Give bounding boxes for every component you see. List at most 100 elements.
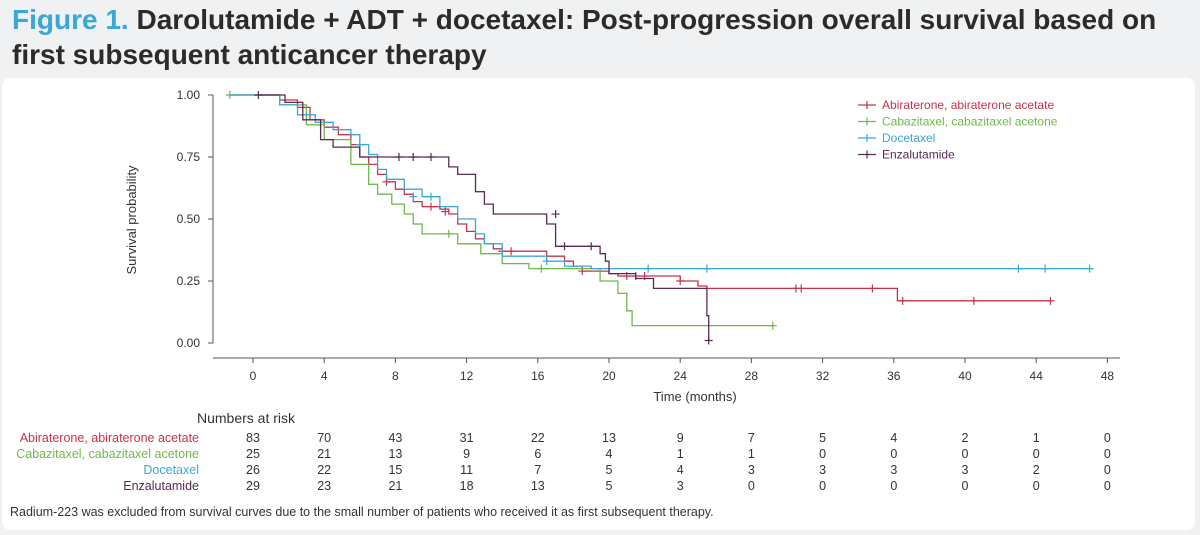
censor-mark <box>537 264 546 273</box>
risk-cell: 4 <box>676 463 684 477</box>
risk-cell: 2 <box>1032 463 1040 477</box>
censor-mark <box>1041 264 1050 273</box>
censor-mark <box>394 153 403 161</box>
x-tick-label: 48 <box>1101 369 1115 383</box>
risk-cell: 18 <box>459 479 474 493</box>
risk-cell: 1 <box>747 447 755 461</box>
risk-cell: 70 <box>317 431 332 445</box>
x-tick-label: 28 <box>745 369 759 383</box>
risk-cell: 5 <box>605 479 613 493</box>
censor-mark <box>1085 264 1094 273</box>
censor-mark <box>560 242 569 251</box>
x-tick-label: 24 <box>674 369 688 383</box>
censor-mark <box>1014 264 1023 273</box>
censor-mark <box>427 192 435 201</box>
series-line-3 <box>258 94 710 341</box>
censor-mark <box>254 91 263 99</box>
risk-cell: 4 <box>890 431 898 445</box>
risk-cell: 4 <box>605 447 613 461</box>
risk-cell: 5 <box>605 463 613 477</box>
censor-mark <box>898 296 907 305</box>
footnote: Radium-223 was excluded from survival cu… <box>10 505 714 519</box>
risk-row-label: Docetaxel <box>143 463 199 477</box>
censor-mark <box>768 321 777 330</box>
figure-card <box>2 78 1195 530</box>
risk-row-label: Enzalutamide <box>123 479 199 493</box>
censor-mark <box>702 264 711 273</box>
risk-cell: 0 <box>961 479 969 493</box>
x-tick-label: 32 <box>816 369 830 383</box>
censor-mark <box>587 242 596 251</box>
censor-mark <box>1046 296 1055 305</box>
risk-cell: 0 <box>1103 463 1111 477</box>
risk-cell: 0 <box>1032 447 1040 461</box>
risk-cell: 3 <box>676 479 684 493</box>
risk-cell: 83 <box>246 431 260 445</box>
y-axis-label: Survival probability <box>124 165 139 275</box>
risk-cell: 31 <box>459 431 474 445</box>
y-tick-label: 0.75 <box>177 150 201 164</box>
risk-row-label: Cabazitaxel, cabazitaxel acetone <box>16 447 199 461</box>
figure-title: Figure 1. Darolutamide + ADT + docetaxel… <box>12 2 1192 72</box>
x-tick-label: 8 <box>392 369 399 383</box>
x-tick-label: 16 <box>531 369 545 383</box>
x-axis-label: Time (months) <box>653 389 736 404</box>
risk-cell: 0 <box>1103 479 1111 493</box>
risk-cell: 0 <box>1032 479 1040 493</box>
risk-cell: 13 <box>530 479 545 493</box>
censor-mark <box>507 247 516 256</box>
censor-mark <box>441 207 450 216</box>
censor-mark <box>427 153 435 161</box>
censor-mark <box>427 202 435 211</box>
y-tick-label: 0.00 <box>177 336 201 350</box>
risk-cell: 26 <box>246 463 260 477</box>
risk-cell: 11 <box>460 463 474 477</box>
legend-label-0: Abiraterone, abiraterone acetate <box>882 98 1054 112</box>
risk-cell: 3 <box>747 463 755 477</box>
risk-cell: 3 <box>890 463 898 477</box>
risk-cell: 1 <box>1032 431 1040 445</box>
risk-cell: 43 <box>388 431 403 445</box>
x-tick-label: 36 <box>887 369 901 383</box>
risk-cell: 21 <box>388 479 403 493</box>
censor-mark <box>704 336 713 345</box>
legend-label-2: Docetaxel <box>882 131 935 145</box>
censor-mark <box>444 229 453 238</box>
risk-cell: 0 <box>819 479 827 493</box>
risk-cell: 5 <box>819 431 827 445</box>
risk-cell: 0 <box>819 447 827 461</box>
censor-mark <box>409 192 418 201</box>
risk-cell: 21 <box>317 447 332 461</box>
risk-cell: 3 <box>819 463 827 477</box>
risk-cell: 1 <box>676 447 684 461</box>
y-tick-label: 1.00 <box>177 88 201 102</box>
series-line-2 <box>229 94 1090 270</box>
risk-table-header: Numbers at risk <box>197 410 296 426</box>
x-tick-label: 44 <box>1030 369 1044 383</box>
censor-mark <box>542 257 551 266</box>
risk-cell: 0 <box>1103 447 1111 461</box>
risk-cell: 0 <box>890 479 898 493</box>
censor-mark <box>676 277 685 285</box>
y-tick-label: 0.50 <box>177 212 201 226</box>
y-tick-label: 0.25 <box>177 274 201 288</box>
risk-cell: 13 <box>388 447 403 461</box>
risk-cell: 9 <box>463 447 471 461</box>
risk-cell: 0 <box>890 447 898 461</box>
figure-label: Figure 1. <box>12 4 129 35</box>
risk-cell: 22 <box>317 463 332 477</box>
risk-cell: 0 <box>747 479 755 493</box>
risk-cell: 22 <box>530 431 545 445</box>
risk-cell: 0 <box>1103 431 1111 445</box>
risk-cell: 9 <box>676 431 684 445</box>
x-tick-label: 40 <box>958 369 972 383</box>
risk-cell: 13 <box>602 431 616 445</box>
risk-cell: 2 <box>961 431 969 445</box>
risk-cell: 0 <box>961 447 969 461</box>
risk-cell: 23 <box>317 479 332 493</box>
censor-mark <box>868 284 877 293</box>
risk-cell: 3 <box>961 463 969 477</box>
censor-mark <box>409 153 418 161</box>
risk-cell: 25 <box>246 447 260 461</box>
series-line-1 <box>229 94 773 327</box>
